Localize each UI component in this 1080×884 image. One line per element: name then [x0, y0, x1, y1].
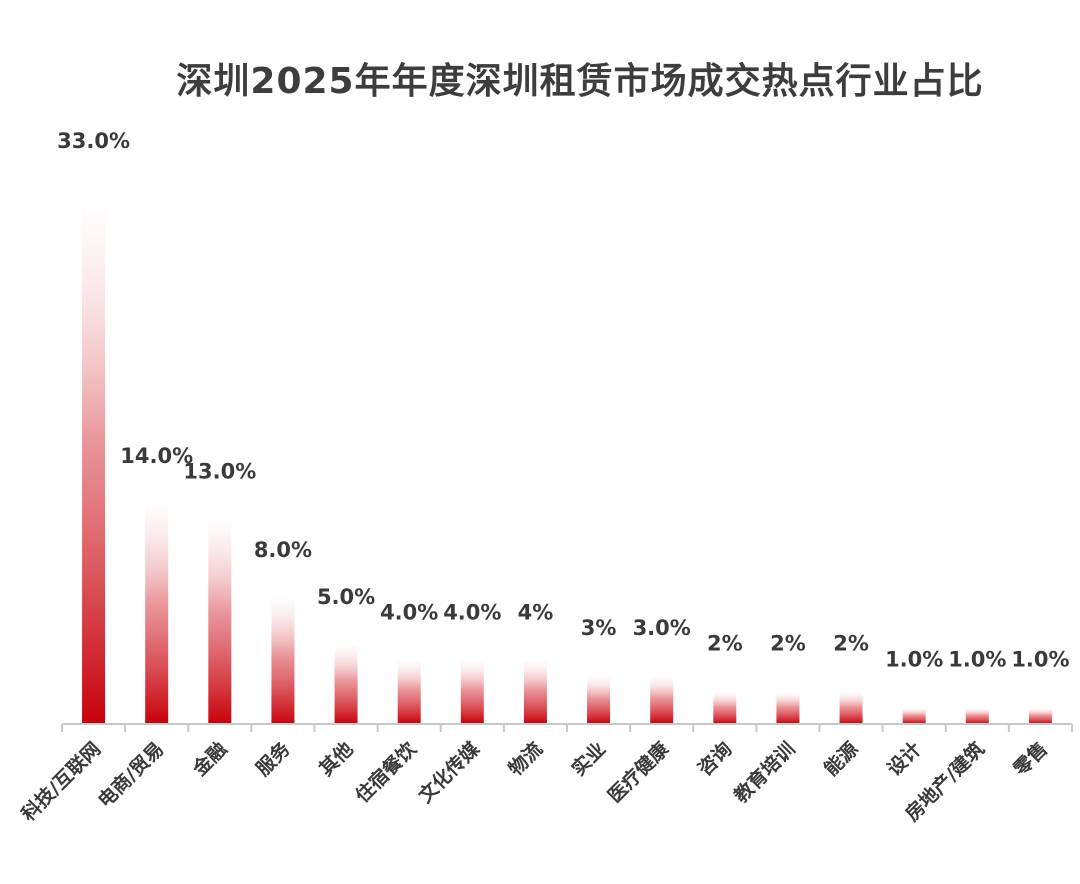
- data-label-13: 1.0%: [885, 647, 943, 671]
- category-label-6: 文化传媒: [414, 737, 485, 808]
- bar-2: [208, 520, 232, 724]
- bar-15: [1028, 708, 1052, 724]
- data-label-8: 3%: [581, 616, 617, 640]
- category-label-5: 住宿餐饮: [351, 737, 422, 808]
- bar-11: [776, 692, 800, 724]
- bar-4: [334, 645, 358, 724]
- bar-0: [82, 208, 106, 724]
- category-label-11: 教育培训: [729, 737, 799, 807]
- data-label-11: 2%: [770, 632, 806, 656]
- category-label-13: 设计: [883, 738, 925, 780]
- bar-10: [713, 692, 737, 724]
- data-label-12: 2%: [833, 632, 869, 656]
- category-label-0: 科技/互联网: [17, 737, 105, 825]
- data-label-3: 8.0%: [254, 538, 312, 562]
- category-label-9: 医疗健康: [603, 737, 674, 808]
- bar-8: [587, 677, 611, 724]
- data-label-0: 33.0%: [57, 129, 130, 153]
- data-label-5: 4.0%: [380, 600, 438, 624]
- data-label-7: 4%: [518, 600, 554, 624]
- category-label-1: 电商/贸易: [93, 737, 168, 812]
- bar-1: [145, 505, 169, 724]
- category-label-7: 物流: [504, 737, 547, 780]
- bar-14: [965, 708, 989, 724]
- bar-5: [397, 661, 421, 724]
- data-label-4: 5.0%: [317, 585, 375, 609]
- bar-6: [460, 661, 484, 724]
- data-label-9: 3.0%: [633, 616, 691, 640]
- data-label-10: 2%: [707, 632, 743, 656]
- category-label-12: 能源: [819, 737, 862, 780]
- bar-13: [902, 708, 926, 724]
- bar-9: [650, 677, 674, 724]
- category-label-15: 零售: [1008, 737, 1052, 781]
- chart-title: 深圳2025年年度深圳租赁市场成交热点行业占比: [176, 61, 984, 102]
- category-label-8: 实业: [567, 737, 610, 780]
- data-label-6: 4.0%: [443, 600, 501, 624]
- bar-12: [839, 692, 863, 724]
- data-label-1: 14.0%: [120, 444, 193, 468]
- data-label-15: 1.0%: [1011, 647, 1069, 671]
- data-label-14: 1.0%: [948, 647, 1006, 671]
- bar-7: [523, 661, 547, 724]
- bar-3: [271, 598, 295, 724]
- category-label-10: 咨询: [693, 737, 736, 780]
- category-label-3: 服务: [251, 737, 295, 781]
- data-label-2: 13.0%: [183, 460, 256, 484]
- category-label-4: 其他: [314, 737, 357, 780]
- category-label-2: 金融: [187, 737, 231, 781]
